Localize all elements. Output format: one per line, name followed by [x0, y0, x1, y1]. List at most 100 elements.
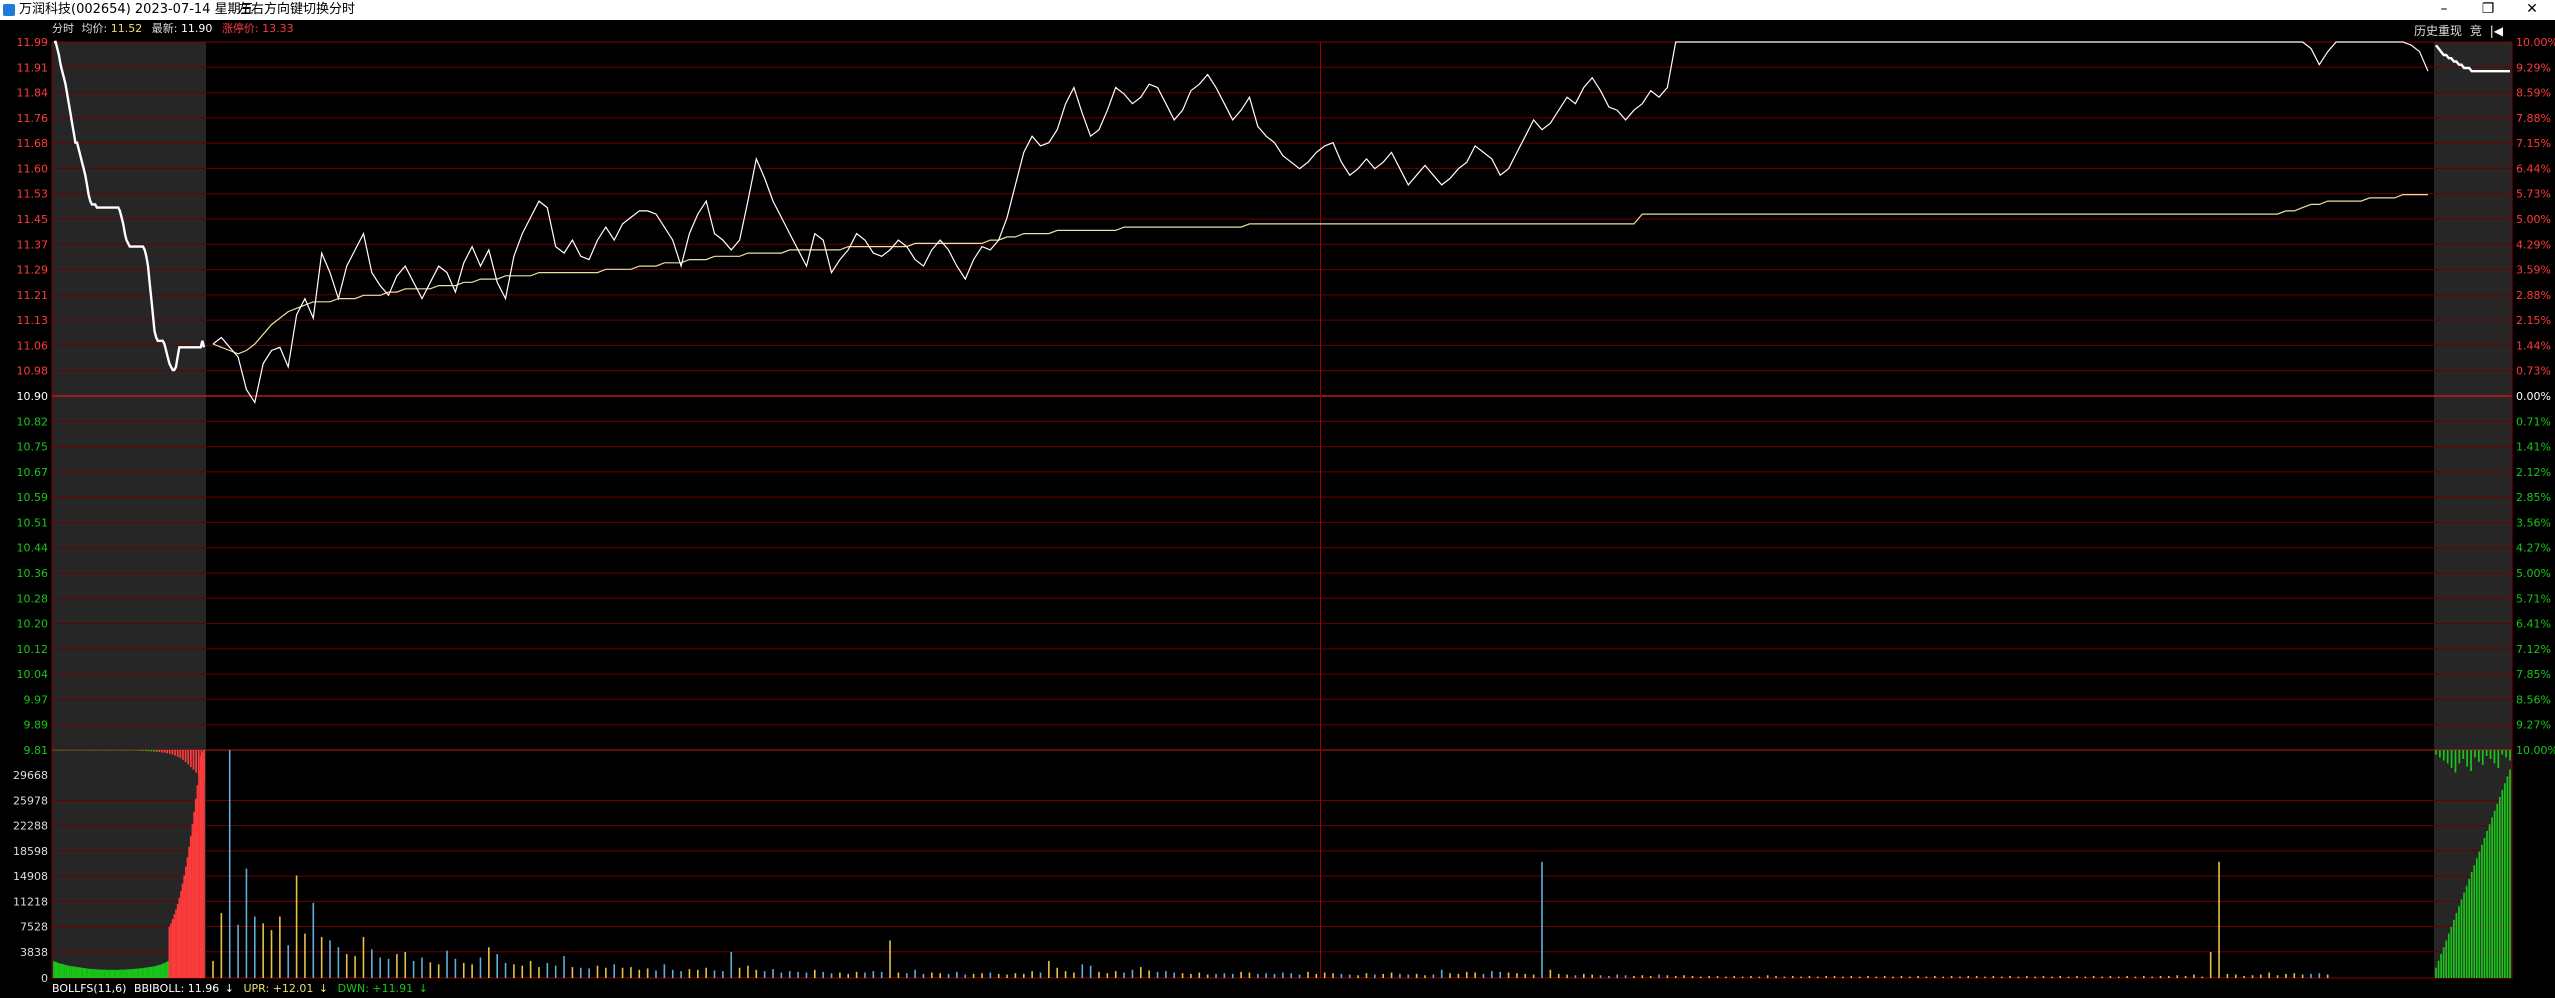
price-tick-label: 10.59	[17, 491, 49, 504]
price-tick-label: 11.13	[17, 314, 49, 327]
volume-tick-label: 14908	[13, 870, 48, 883]
percent-tick-label: 2.88%	[2516, 289, 2551, 302]
mode-label: 分时	[52, 22, 74, 35]
minimize-button[interactable]: –	[2440, 1, 2448, 17]
latest-value: 11.90	[181, 22, 213, 35]
percent-tick-label: 9.29%	[2516, 61, 2551, 74]
percent-tick-label: 4.29%	[2516, 238, 2551, 251]
percent-tick-label: 2.85%	[2516, 491, 2551, 504]
price-tick-label: 10.67	[17, 466, 49, 479]
price-tick-label: 10.44	[17, 542, 49, 555]
percent-tick-label: 10.00%	[2516, 36, 2555, 49]
percent-tick-label: 5.00%	[2516, 213, 2551, 226]
volume-tick-label: 25978	[13, 794, 48, 807]
price-tick-label: 10.04	[17, 668, 49, 681]
percent-tick-label: 2.12%	[2516, 466, 2551, 479]
price-tick-label: 11.45	[17, 213, 49, 226]
price-tick-label: 11.76	[17, 112, 49, 125]
indicator-bar: BOLLFS(11,6) BBIBOLL: 11.96 ↓ UPR: +12.0…	[52, 982, 428, 995]
percent-tick-label: 7.12%	[2516, 643, 2551, 656]
percent-tick-label: 7.15%	[2516, 137, 2551, 150]
indicator-dwn-label: DWN:	[338, 982, 369, 995]
volume-tick-label: 22288	[13, 820, 48, 833]
chart-frame	[51, 41, 2513, 979]
percent-tick-label: 5.00%	[2516, 567, 2551, 580]
percent-tick-label: 5.73%	[2516, 188, 2551, 201]
price-tick-label: 11.60	[17, 162, 49, 175]
back-icon[interactable]: |◀	[2489, 24, 2503, 38]
auction-open-panel	[52, 42, 206, 978]
volume-tick-label: 0	[41, 972, 48, 985]
limit-value: 13.33	[262, 22, 294, 35]
window-title: 万润科技(002654) 2023-07-14 星期五	[19, 2, 254, 17]
price-tick-label: 11.06	[17, 339, 49, 352]
percent-tick-label: 1.41%	[2516, 441, 2551, 454]
average-price-line	[212, 194, 2428, 355]
price-tick-label: 10.51	[17, 516, 49, 529]
indicator-upr-label: UPR:	[244, 982, 270, 995]
price-line	[212, 41, 2429, 405]
close-button[interactable]: ✕	[2526, 1, 2538, 17]
app-icon	[3, 4, 15, 16]
restore-button[interactable]: ❐	[2481, 1, 2495, 17]
intraday-chart[interactable]: 11.99 11.91 11.84 11.76 11.68 11.60 11.53 11.45…	[0, 20, 2555, 998]
price-tick-label: 9.97	[24, 693, 49, 706]
price-tick-label: 9.89	[24, 719, 49, 732]
percent-tick-label: 0.73%	[2516, 365, 2551, 378]
price-tick-label: 11.37	[17, 238, 49, 251]
percent-tick-label: 3.56%	[2516, 516, 2551, 529]
percent-tick-label: 8.59%	[2516, 87, 2551, 100]
percent-tick-label: 3.59%	[2516, 264, 2551, 277]
info-bar: 分时 均价: 11.52 最新: 11.90 涨停价: 13.33	[52, 21, 294, 35]
volume-tick-label: 11218	[13, 895, 48, 908]
price-tick-label: 10.28	[17, 592, 49, 605]
price-tick-label: 11.91	[17, 61, 49, 74]
percent-tick-label: 0.00%	[2516, 390, 2551, 403]
price-tick-label: 10.20	[17, 618, 49, 631]
indicator-dwn-value: +11.91	[372, 982, 413, 995]
volume-tick-label: 18598	[13, 845, 48, 858]
avg-value: 11.52	[111, 22, 143, 35]
percent-tick-label: 9.27%	[2516, 719, 2551, 732]
percent-tick-label: 7.85%	[2516, 668, 2551, 681]
volume-tick-label: 7528	[20, 921, 48, 934]
keyboard-hint: 左右方向键切换分时	[238, 2, 356, 17]
price-tick-label: 11.29	[17, 264, 49, 277]
percent-tick-label: 6.41%	[2516, 618, 2551, 631]
price-tick-label: 11.84	[17, 87, 49, 100]
limit-label: 涨停价:	[222, 21, 259, 35]
price-tick-label: 10.75	[17, 441, 49, 454]
price-tick-label: 10.36	[17, 567, 49, 580]
avg-label: 均价:	[82, 22, 108, 35]
auction-label[interactable]: 竞	[2469, 24, 2482, 38]
title-bar: 万润科技(002654) 2023-07-14 星期五 左右方向键切换分时 – …	[0, 0, 2555, 20]
percent-tick-label: 2.15%	[2516, 314, 2551, 327]
indicator-mid-label: BBIBOLL:	[134, 982, 184, 995]
price-tick-label: 10.82	[17, 415, 49, 428]
price-tick-label: 10.12	[17, 643, 49, 656]
volume-tick-label: 3838	[20, 946, 48, 959]
indicator-mid-value: 11.96	[188, 982, 220, 995]
indicator-upr-value: +12.01	[273, 982, 314, 995]
auction-open-price-line	[54, 40, 206, 372]
volume-tick-label: 29668	[13, 769, 48, 782]
price-tick-label: 11.99	[17, 36, 49, 49]
price-tick-label: 11.53	[17, 188, 49, 201]
percent-tick-label: 6.44%	[2516, 162, 2551, 175]
history-replay-button[interactable]: 历史重现 竞 |◀	[2414, 22, 2507, 39]
percent-tick-label: 10.00%	[2516, 744, 2555, 757]
percent-tick-label: 8.56%	[2516, 693, 2551, 706]
history-label[interactable]: 历史重现	[2414, 24, 2463, 38]
percent-tick-label: 7.88%	[2516, 112, 2551, 125]
percent-tick-label: 1.44%	[2516, 339, 2551, 352]
auction-close-price-line	[2435, 44, 2510, 73]
percent-tick-label: 0.71%	[2516, 415, 2551, 428]
indicator-name: BOLLFS(11,6)	[52, 982, 126, 995]
price-tick-label: 11.68	[17, 137, 49, 150]
price-tick-label: 10.90	[17, 390, 49, 403]
percent-tick-label: 5.71%	[2516, 592, 2551, 605]
price-tick-label: 10.98	[17, 365, 49, 378]
price-tick-label: 9.81	[24, 744, 49, 757]
latest-label: 最新:	[152, 21, 178, 35]
price-tick-label: 11.21	[17, 289, 49, 302]
